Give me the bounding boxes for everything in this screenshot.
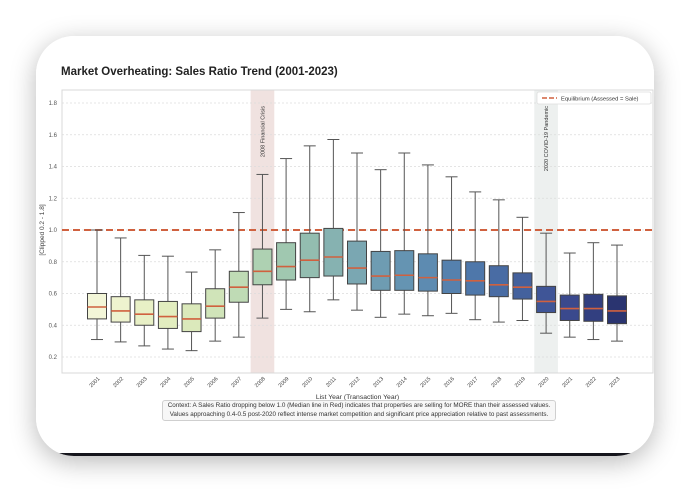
shaded-region-label: 2020 COVID-19 Pandemic [544, 106, 550, 171]
x-tick-label: 2014 [396, 376, 409, 389]
box-2016 [441, 259, 462, 295]
x-tick-label: 2006 [207, 376, 220, 389]
x-tick-label: 2015 [419, 376, 432, 389]
box-2009 [276, 242, 297, 281]
box-2006 [205, 288, 226, 319]
boxplot-chart: 0.2 0.4 0.6 0.8 1.0 1.2 1.4 1.6 1.8 [Clipped 0.2 … [39, 89, 654, 401]
box-2012 [347, 240, 367, 285]
box-2014 [394, 250, 415, 291]
y-tick-label: 1.6 [49, 133, 58, 139]
box-2020 [536, 285, 557, 314]
x-tick-label: 2012 [349, 376, 362, 389]
x-tick-label: 2010 [301, 376, 314, 389]
context-line-1: Context: A Sales Ratio dropping below 1.… [167, 402, 551, 409]
x-tick-label: 2013 [372, 376, 385, 389]
y-tick-label: 1.2 [49, 196, 58, 202]
box-2018 [488, 265, 509, 298]
box-2019 [512, 272, 533, 300]
y-axis-label: [Clipped 0.2 - 1.8] [39, 204, 46, 256]
x-tick-label: 2007 [230, 376, 243, 389]
legend-label: Equilibrium (Assessed = Sale) [561, 97, 639, 103]
x-tick-label: 2003 [136, 376, 149, 389]
x-tick-label: 2019 [514, 376, 527, 389]
x-tick-label: 2002 [112, 376, 125, 389]
shaded-region-label: 2008 Financial Crisis [260, 106, 266, 157]
context-line-2: Values approaching 0.4-0.5 post-2020 ref… [169, 410, 549, 418]
x-tick-label: 2008 [254, 376, 267, 389]
box-2004 [157, 300, 178, 329]
chart-title: Market Overheating: Sales Ratio Trend (2… [61, 66, 338, 78]
box-2010 [299, 232, 320, 279]
box-2002 [110, 296, 131, 323]
box-2013 [370, 250, 391, 291]
x-tick-label: 2022 [585, 376, 598, 389]
box-2005 [181, 303, 202, 333]
y-tick-label: 1.4 [49, 165, 58, 171]
x-tick-label: 2001 [89, 376, 102, 389]
y-tick-label: 1.8 [49, 101, 58, 107]
context-annotation: Context: A Sales Ratio dropping below 1.… [162, 400, 556, 421]
x-tick-label: 2018 [490, 376, 503, 389]
x-axis-label: List Year (Transaction Year) [316, 394, 399, 401]
box-2003 [134, 299, 155, 326]
x-tick-label: 2004 [159, 376, 172, 389]
chart-card: Market Overheating: Sales Ratio Trend (2… [36, 36, 654, 456]
x-tick-label: 2009 [278, 376, 291, 389]
box-2015 [417, 253, 438, 292]
x-tick-label: 2011 [325, 376, 338, 389]
card-bottom-edge [56, 453, 634, 456]
y-tick-label: 0.4 [49, 323, 58, 329]
y-tick-label: 1.0 [49, 228, 58, 234]
x-tick-label: 2005 [183, 376, 196, 389]
legend [536, 91, 652, 105]
y-tick-label: 0.2 [49, 355, 58, 361]
y-tick-label: 0.8 [49, 260, 58, 266]
box-2017 [465, 261, 486, 296]
x-tick-label: 2021 [561, 376, 574, 389]
x-tick-label: 2020 [538, 376, 551, 389]
x-tick-label: 2017 [467, 376, 480, 389]
box-2023 [607, 295, 627, 325]
y-tick-label: 0.6 [49, 292, 58, 298]
box-2011 [323, 227, 344, 277]
x-tick-label: 2023 [609, 376, 622, 389]
box-2008 [252, 248, 273, 286]
x-tick-label: 2016 [443, 376, 456, 389]
